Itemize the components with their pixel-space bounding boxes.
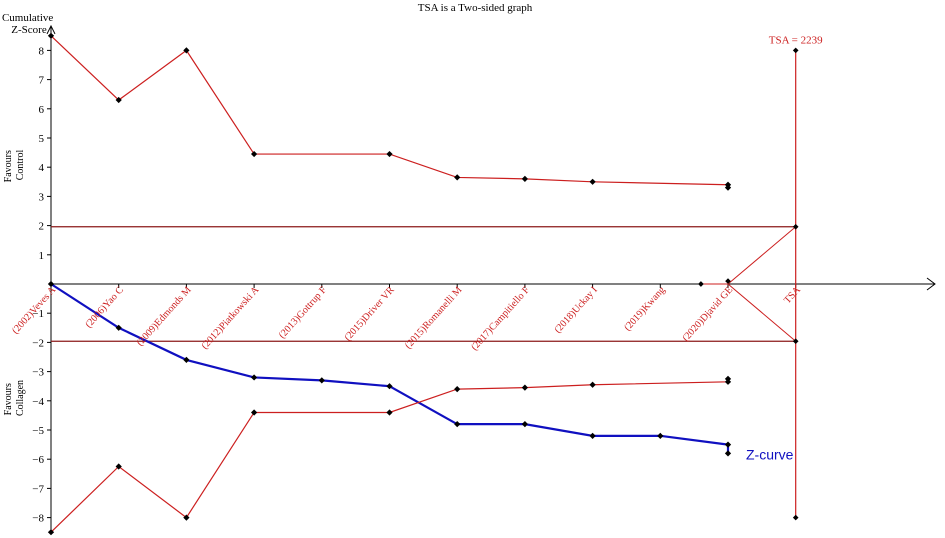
wedge-marker — [792, 223, 799, 230]
boundary-point — [589, 381, 596, 388]
lower-region-label-line-1: Favours — [3, 383, 14, 415]
z-curve-point — [521, 421, 529, 428]
boundary-point — [250, 150, 258, 158]
y-axis-arrow — [46, 24, 56, 35]
x-axis-arrow — [926, 277, 936, 291]
y-tick-label: 8 — [39, 45, 45, 57]
z-curve-label: Z-curve — [746, 446, 794, 462]
wedge-marker — [725, 278, 731, 284]
labels-layer: (2002)Veves A (2006)Yao C (2009)Edmonds M(… — [10, 34, 823, 462]
boundary-point — [183, 47, 190, 54]
y-tick-label: −3 — [32, 367, 44, 379]
upper-region-label: Favours Control — [3, 148, 26, 183]
tsa-wedge — [700, 226, 797, 342]
y-tick-label: −1 — [32, 308, 44, 320]
tsa-endpoint — [792, 514, 799, 521]
z-curve-point — [724, 450, 732, 457]
x-tick-label: (2015)Driver VR — [342, 284, 397, 343]
x-tick-label: (2019)Kwang — [622, 285, 667, 334]
boundaries-layer — [51, 47, 799, 521]
y-tick-label: 2 — [39, 221, 45, 233]
x-tick-label: (2018)Uckay I — [552, 285, 599, 336]
z-curve-point — [657, 432, 664, 439]
boundary-point — [521, 175, 529, 182]
y-tick-label: 4 — [39, 162, 45, 174]
y-tick-label: −7 — [32, 483, 44, 495]
wedge-marker — [698, 281, 704, 287]
y-tick-label: −4 — [32, 396, 44, 408]
tsa-label: TSA = 2239 — [769, 34, 823, 46]
z-curve-point — [250, 374, 258, 381]
boundary-series-line — [50, 378, 729, 533]
y-tick-label: 1 — [39, 250, 45, 262]
boundary-point — [386, 409, 393, 416]
y-tick-label: −8 — [32, 513, 44, 525]
x-tick-label: (2006)Yao C — [83, 284, 126, 330]
boundary-point — [454, 174, 461, 181]
x-tick-label: (2013)Gottrup F — [277, 284, 330, 341]
tsa-endpoint — [792, 47, 799, 54]
y-axis-label-line-1: Cumulative — [2, 12, 53, 24]
y-tick-label: −6 — [32, 454, 44, 466]
y-tick-label: 3 — [39, 191, 45, 203]
y-tick-label: 5 — [39, 133, 45, 145]
lower-region-label-line-2: Collagen — [15, 380, 26, 416]
boundary-point — [521, 384, 529, 391]
y-tick-label: 7 — [39, 75, 45, 87]
z-curve-line — [50, 283, 730, 454]
y-tick-label: −2 — [32, 337, 44, 349]
x-tick-label: TSA — [782, 284, 803, 306]
x-tick-label: (2017)Campitiello F — [469, 284, 532, 353]
y-tick-label: 6 — [39, 104, 45, 116]
boundary-point — [454, 386, 461, 393]
x-tick-label: (2009)Edmonds M — [135, 285, 194, 349]
boundary-point — [47, 32, 55, 39]
z-curve-point — [318, 377, 325, 384]
boundary-point — [589, 178, 596, 185]
lower-region-label: Favours Collagen — [3, 380, 26, 416]
boundary-point — [115, 96, 122, 104]
boundary-series-line — [50, 35, 729, 188]
z-curve-point — [589, 432, 596, 439]
boundary-point — [250, 409, 258, 416]
wedge-marker — [792, 338, 799, 345]
upper-region-label-line-1: Favours — [3, 150, 14, 182]
upper-region-label-line-2: Control — [15, 150, 26, 181]
chart-title: TSA is a Two-sided graph — [418, 2, 533, 14]
boundary-point — [183, 514, 190, 521]
z-curve-point — [724, 441, 732, 448]
boundary-point — [386, 150, 393, 158]
y-tick-label: −5 — [32, 425, 44, 437]
series-layer — [47, 32, 732, 536]
axes-layer: 8 7 6 5 4 3 2 1 −1 −2 −3 −4 −5 −6 −7 −8 — [32, 24, 936, 533]
y-axis-label-line-2: Z-Score — [11, 24, 47, 36]
z-curve-point — [386, 383, 393, 390]
z-curve-point — [454, 421, 461, 428]
y-axis-label: Cumulative Z-Score — [2, 12, 56, 36]
boundary-point — [724, 375, 732, 383]
x-tick-label: (2020)Djavid GE — [680, 285, 735, 344]
